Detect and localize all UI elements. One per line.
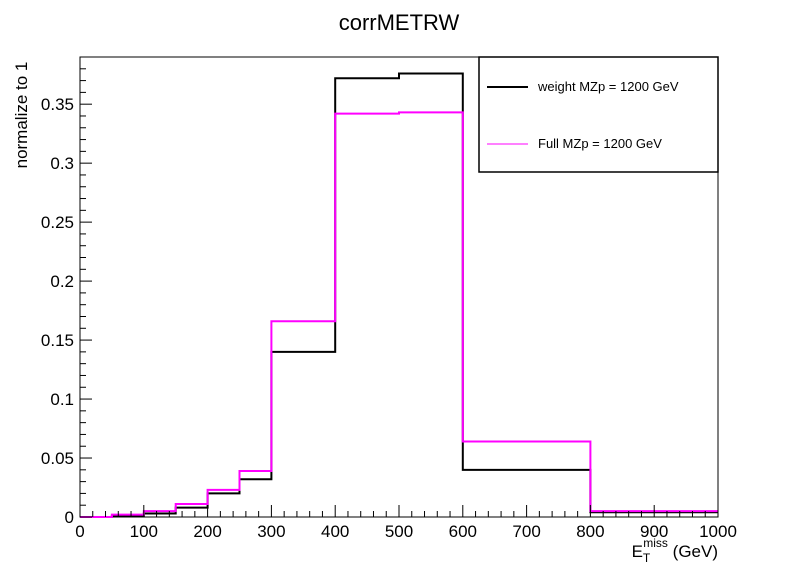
chart-title: corrMETRW — [339, 10, 460, 35]
y-tick-label: 0 — [65, 508, 74, 527]
y-tick-label: 0.05 — [41, 449, 74, 468]
x-tick-label: 0 — [75, 522, 84, 541]
x-axis-label-sub: T — [643, 551, 651, 565]
x-tick-label: 900 — [640, 522, 668, 541]
series-line-1 — [80, 111, 718, 518]
x-axis-label-main: E — [632, 542, 643, 561]
y-axis-label: normalize to 1 — [12, 62, 31, 169]
x-tick-label: 400 — [321, 522, 349, 541]
y-axis: 0 0.05 0.1 0.15 0.2 0.25 0.3 0.35 — [41, 68, 92, 527]
legend-label-weight: weight MZp = 1200 GeV — [537, 79, 679, 94]
legend: weight MZp = 1200 GeV Full MZp = 1200 Ge… — [478, 56, 719, 173]
x-tick-label: 800 — [576, 522, 604, 541]
y-tick-label: 0.15 — [41, 331, 74, 350]
y-tick-label: 0.1 — [50, 390, 74, 409]
x-tick-label: 100 — [130, 522, 158, 541]
y-tick-label: 0.35 — [41, 95, 74, 114]
x-tick-label: 700 — [512, 522, 540, 541]
y-tick-label: 0.25 — [41, 213, 74, 232]
x-tick-label: 600 — [449, 522, 477, 541]
x-tick-label: 300 — [257, 522, 285, 541]
x-tick-label: 1000 — [699, 522, 737, 541]
legend-box — [478, 56, 719, 173]
x-axis-label-unit: (GeV) — [668, 542, 718, 561]
x-axis-label: ETmiss (GeV) — [632, 536, 718, 565]
x-tick-label: 200 — [193, 522, 221, 541]
y-tick-label: 0.3 — [50, 154, 74, 173]
y-tick-label: 0.2 — [50, 272, 74, 291]
x-tick-label: 500 — [385, 522, 413, 541]
x-axis-label-sup: miss — [643, 536, 668, 550]
x-axis: 0 100 200 300 400 500 600 700 800 900 1000 — [75, 505, 737, 541]
legend-label-full: Full MZp = 1200 GeV — [538, 136, 662, 151]
